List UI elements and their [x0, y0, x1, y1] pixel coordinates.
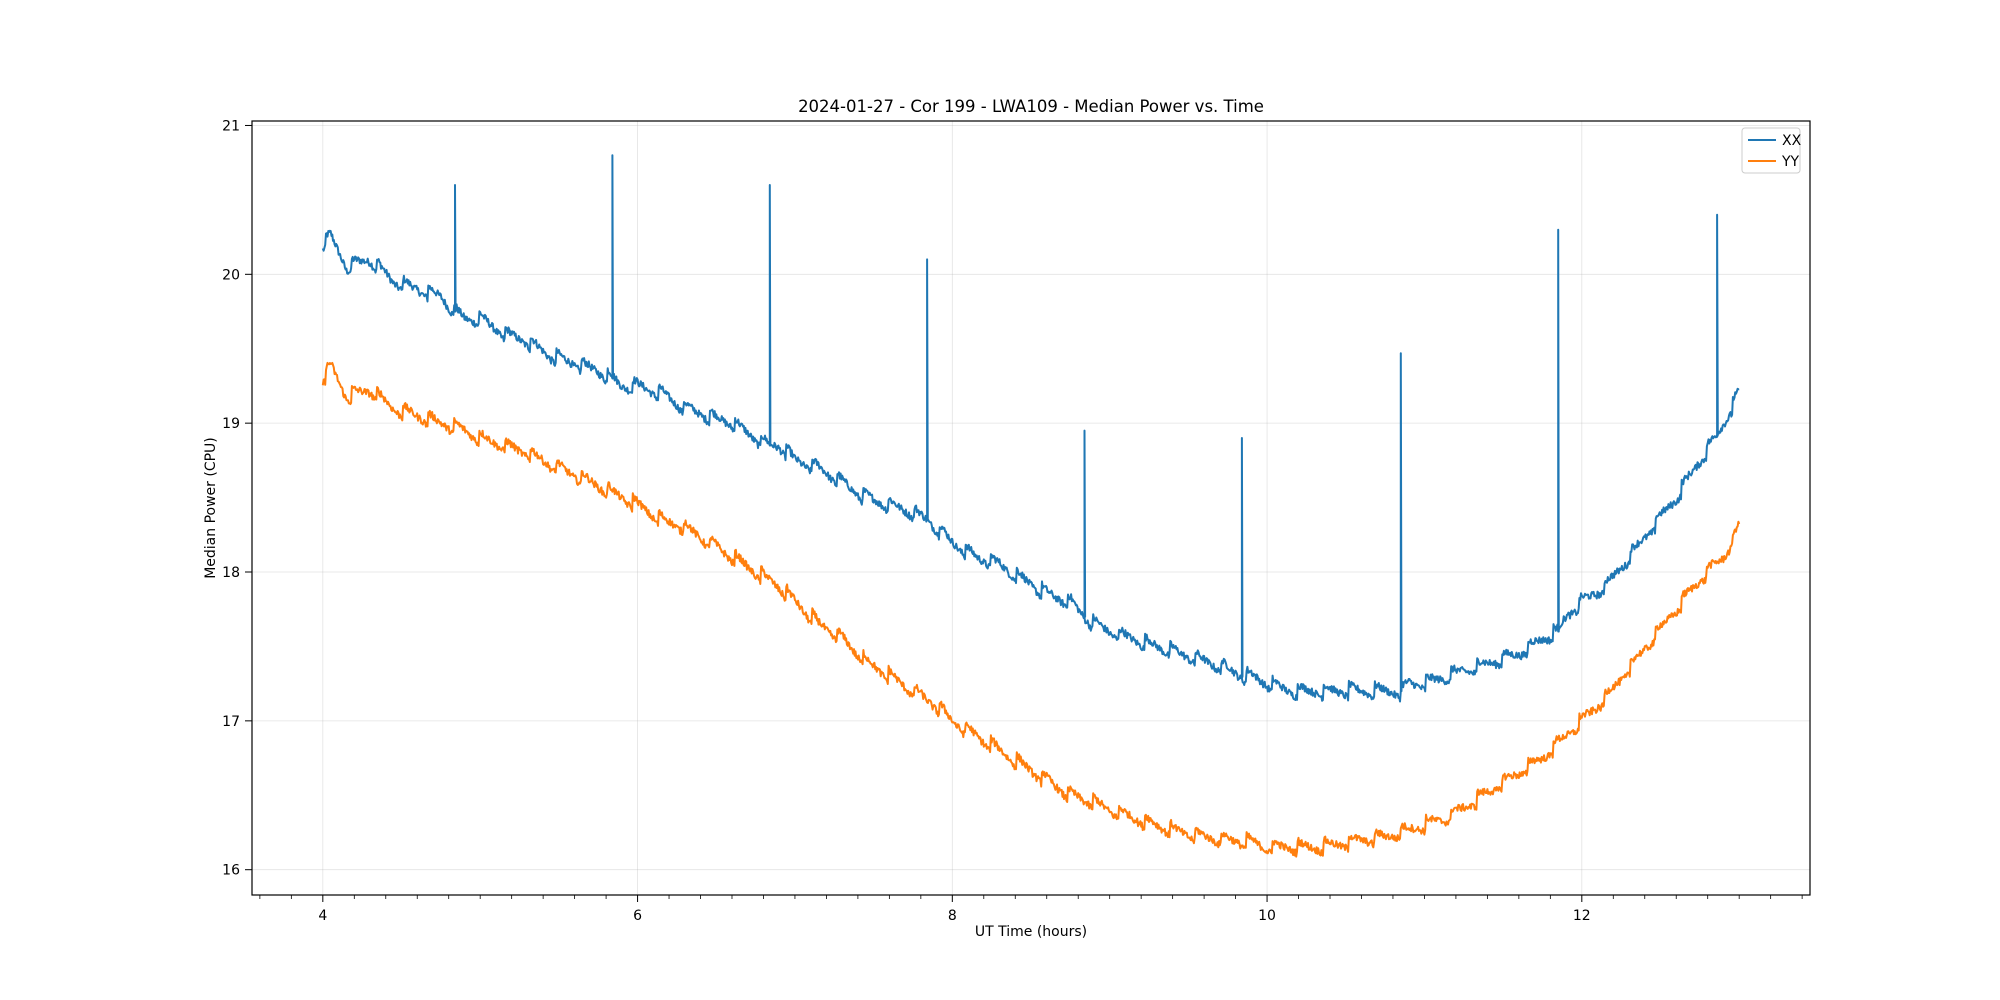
y-axis-label: Median Power (CPU)	[203, 437, 219, 579]
x-tick-label: 8	[948, 908, 957, 924]
y-tick-label: 17	[222, 714, 240, 730]
y-tick-label: 20	[222, 267, 240, 283]
y-tick-label: 18	[222, 565, 240, 581]
series-line-yy	[321, 361, 1741, 858]
series-line-xx	[321, 154, 1740, 703]
x-tick-label: 6	[633, 908, 642, 924]
grid	[252, 121, 1810, 895]
x-axis-label: UT Time (hours)	[975, 924, 1087, 940]
ticks: 4 6 8 10 12 16 17 18 19 20 21	[222, 118, 1803, 924]
x-tick-label: 4	[318, 908, 327, 924]
plot-frame	[251, 120, 1811, 896]
series-layer	[321, 154, 1741, 858]
y-tick-label: 19	[222, 416, 240, 432]
x-tick-label: 10	[1258, 908, 1276, 924]
y-tick-label: 16	[222, 863, 240, 879]
legend-label-yy: YY	[1781, 154, 1800, 170]
y-tick-label: 21	[222, 118, 240, 134]
x-tick-label: 12	[1573, 908, 1591, 924]
legend-label-xx: XX	[1782, 133, 1802, 149]
chart-title: 2024-01-27 - Cor 199 - LWA109 - Median P…	[798, 97, 1264, 116]
legend: XX YY	[1741, 127, 1802, 174]
